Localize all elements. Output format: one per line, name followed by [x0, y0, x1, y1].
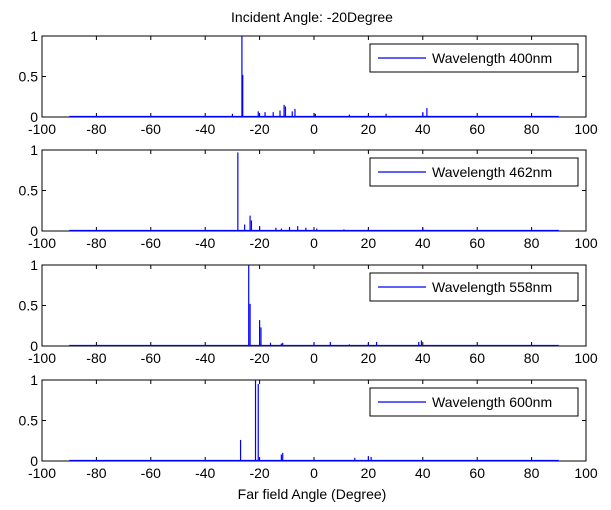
x-tick-label: 100	[574, 350, 598, 366]
x-tick-label: 60	[469, 121, 485, 137]
y-tick-label: 0.5	[19, 413, 39, 429]
subplot-1: -100 -80 -60 -40 -20 0 20 40 60 80 100 0 0.5 1 Wavelen…	[19, 28, 598, 137]
y-tick-label: 1	[30, 142, 38, 158]
x-tick-label: -100	[28, 235, 56, 251]
x-tick-label: -40	[195, 465, 215, 481]
y-tick-label: 0	[30, 109, 38, 125]
x-tick-label: 20	[361, 350, 377, 366]
x-tick-label: 80	[524, 465, 540, 481]
x-tick-label: 0	[310, 465, 318, 481]
x-tick-label: -40	[195, 121, 215, 137]
x-axis-label: Far field Angle (Degree)	[238, 486, 387, 502]
x-tick-label: 100	[574, 235, 598, 251]
x-tick-label: 60	[469, 350, 485, 366]
x-tick-label: 40	[415, 235, 431, 251]
x-tick-label: 20	[361, 465, 377, 481]
y-tick-label: 0	[30, 453, 38, 469]
x-tick-label: 80	[524, 235, 540, 251]
chart-title: Incident Angle: -20Degree	[231, 9, 393, 25]
x-tick-label: -100	[28, 121, 56, 137]
x-tick-label: -20	[249, 465, 269, 481]
x-tick-label: -80	[86, 465, 106, 481]
legend-label: Wavelength 558nm	[432, 279, 552, 295]
x-tick-label: -20	[249, 121, 269, 137]
legend: Wavelength 462nm	[369, 157, 579, 187]
x-tick-label: 100	[574, 121, 598, 137]
legend-label: Wavelength 400nm	[432, 50, 552, 66]
x-tick-label: 100	[574, 465, 598, 481]
legend-label: Wavelength 600nm	[432, 394, 552, 410]
x-tick-label: -20	[249, 350, 269, 366]
y-tick-label: 1	[30, 372, 38, 388]
x-tick-label: -60	[141, 350, 161, 366]
y-tick-label: 1	[30, 257, 38, 273]
x-tick-label: 0	[310, 121, 318, 137]
x-tick-label: 20	[361, 235, 377, 251]
x-tick-label: 60	[469, 465, 485, 481]
y-tick-label: 0.5	[19, 69, 39, 85]
x-tick-label: 80	[524, 121, 540, 137]
x-tick-label: -40	[195, 350, 215, 366]
y-tick-label: 0	[30, 338, 38, 354]
y-tick-label: 0.5	[19, 183, 39, 199]
x-tick-label: -40	[195, 235, 215, 251]
subplot-3: -100 -80 -60 -40 -20 0 20 40 60 80 100 0 0.5 1 Wavelen…	[19, 257, 598, 366]
legend: Wavelength 400nm	[369, 43, 579, 73]
y-tick-label: 0.5	[19, 298, 39, 314]
legend: Wavelength 558nm	[369, 272, 579, 302]
x-tick-label: 0	[310, 350, 318, 366]
y-tick-label: 0	[30, 223, 38, 239]
x-tick-label: -80	[86, 350, 106, 366]
x-tick-label: -60	[141, 465, 161, 481]
x-tick-label: 80	[524, 350, 540, 366]
x-tick-label: -80	[86, 121, 106, 137]
x-tick-label: -60	[141, 235, 161, 251]
x-tick-label: 40	[415, 350, 431, 366]
x-tick-label: 20	[361, 121, 377, 137]
x-tick-label: -60	[141, 121, 161, 137]
legend: Wavelength 600nm	[369, 387, 579, 417]
x-tick-label: 40	[415, 121, 431, 137]
x-tick-label: -100	[28, 350, 56, 366]
x-tick-label: 40	[415, 465, 431, 481]
x-tick-label: -80	[86, 235, 106, 251]
x-tick-label: -100	[28, 465, 56, 481]
subplot-4: -100 -80 -60 -40 -20 0 20 40 60 80 100 0 0.5 1 Wavelen…	[19, 372, 598, 481]
y-tick-label: 1	[30, 28, 38, 44]
subplot-2: -100 -80 -60 -40 -20 0 20 40 60 80 100 0 0.5 1 Wavelen…	[19, 142, 598, 251]
x-tick-label: -20	[249, 235, 269, 251]
legend-label: Wavelength 462nm	[432, 164, 552, 180]
x-tick-label: 60	[469, 235, 485, 251]
x-tick-label: 0	[310, 235, 318, 251]
